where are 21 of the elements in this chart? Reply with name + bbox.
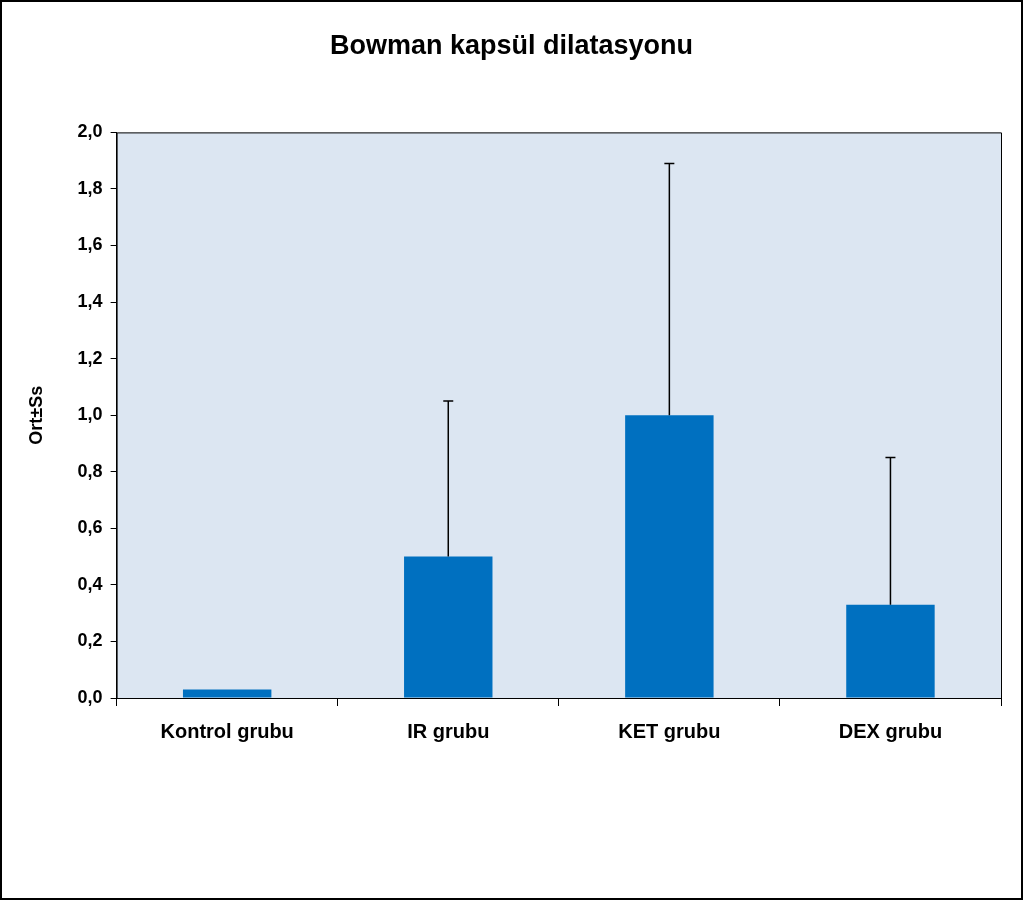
x-tick-label: IR grubu xyxy=(407,719,490,742)
bar xyxy=(846,604,935,698)
y-tick-label: 0,0 xyxy=(77,686,103,707)
x-tick-label: Kontrol grubu xyxy=(160,719,294,742)
x-tick-label: KET grubu xyxy=(618,719,721,742)
y-tick-label: 2,0 xyxy=(77,121,103,142)
y-tick-label: 1,2 xyxy=(77,347,103,368)
chart-title: Bowman kapsül dilatasyonu xyxy=(329,29,694,60)
y-tick-label: 0,8 xyxy=(77,460,103,481)
bar xyxy=(625,415,714,698)
bar xyxy=(404,556,493,698)
y-tick-label: 1,6 xyxy=(77,234,103,255)
y-tick-label: 1,8 xyxy=(77,177,103,198)
y-tick-label: 1,0 xyxy=(77,404,103,425)
y-tick-label: 0,4 xyxy=(77,573,103,594)
x-tick-label: DEX grubu xyxy=(838,719,943,742)
bar xyxy=(182,689,272,698)
y-axis-title: Ort±Ss xyxy=(25,385,46,445)
y-tick-label: 0,2 xyxy=(77,630,103,651)
y-tick-label: 0,6 xyxy=(77,517,103,538)
y-tick-label: 1,4 xyxy=(77,291,103,312)
